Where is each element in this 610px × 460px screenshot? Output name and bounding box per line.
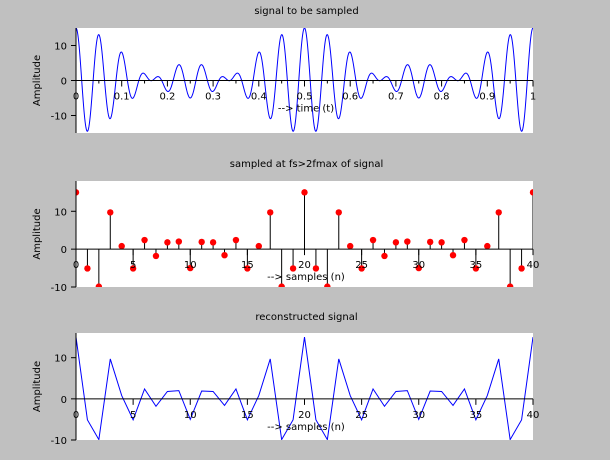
chart-title: reconstructed signal	[255, 312, 357, 323]
plot-area	[76, 333, 533, 440]
x-tick-label: 0.8	[434, 92, 450, 103]
sample-point	[152, 252, 160, 260]
x-tick-label: 0.3	[205, 92, 221, 103]
x-tick-label: 5	[130, 260, 136, 271]
x-tick-label: 0.9	[479, 92, 495, 103]
sample-point	[506, 283, 514, 287]
chart-title: signal to be sampled	[254, 6, 358, 17]
sample-point	[255, 242, 262, 250]
data-layer	[76, 337, 533, 440]
sample-point	[232, 236, 240, 244]
sample-point	[301, 189, 308, 196]
y-tick-label: 0	[61, 245, 67, 256]
x-tick-label: 0.2	[159, 92, 175, 103]
y-tick-label: 0	[61, 77, 67, 88]
sample-point	[415, 264, 422, 272]
sample-point	[518, 265, 525, 272]
sample-point	[347, 242, 354, 250]
sample-point	[472, 265, 480, 272]
sample-point	[198, 238, 205, 246]
x-tick-label: 10	[184, 410, 197, 421]
sample-point	[84, 265, 91, 272]
sample-point	[267, 209, 274, 216]
x-tick-label: 0	[73, 410, 79, 421]
sample-point	[312, 265, 320, 272]
y-tick-label: 0	[61, 395, 67, 406]
y-tick-label: 10	[54, 207, 67, 218]
x-tick-label: 30	[412, 260, 425, 271]
x-tick-label: 40	[527, 260, 540, 271]
chart-title: sampled at fs>2fmax of signal	[230, 159, 383, 170]
x-tick-label: 25	[355, 260, 368, 271]
y-axis-label: Amplitude	[32, 55, 43, 106]
sample-point	[358, 265, 365, 272]
x-tick-label: 35	[470, 260, 483, 271]
sample-point	[164, 239, 171, 246]
sample-point	[324, 283, 331, 287]
sample-point	[129, 265, 137, 272]
x-tick-label: 25	[355, 410, 368, 421]
x-tick-label: 0	[73, 92, 79, 103]
sample-point	[529, 189, 533, 196]
sample-point	[392, 239, 400, 246]
sample-point	[95, 283, 103, 287]
x-tick-label: 35	[470, 410, 483, 421]
x-tick-label: 30	[412, 410, 425, 421]
x-tick-label: 15	[241, 260, 254, 271]
sample-point	[175, 238, 183, 245]
y-tick-label: -10	[51, 436, 67, 447]
x-axis-label: --> time (t)	[278, 104, 334, 115]
y-tick-label: 10	[54, 354, 67, 365]
x-tick-label: 0.7	[388, 92, 404, 103]
sample-point	[278, 283, 285, 287]
x-tick-label: 0.4	[251, 92, 267, 103]
sample-point	[461, 236, 468, 244]
sample-point	[369, 236, 377, 244]
sample-point	[289, 265, 297, 272]
sample-point	[495, 209, 502, 216]
x-tick-label: 20	[298, 410, 311, 421]
x-tick-label: 0.5	[297, 92, 313, 103]
sample-point	[438, 239, 445, 246]
x-axis-label: --> samples (n)	[267, 422, 345, 433]
sample-point	[426, 238, 434, 246]
y-tick-label: -10	[51, 112, 67, 123]
x-tick-label: 0.6	[342, 92, 358, 103]
sample-point	[335, 209, 342, 216]
sample-point	[141, 236, 148, 244]
subplot-signal-to-be-sampled: 0 0.1 0.2 0.3 0.4 0.5 0.6 0.7 0.8 0.9 1 -10 0 10 signa…	[32, 6, 536, 133]
x-tick-label: 0.1	[114, 92, 130, 103]
x-tick-label: 0	[73, 260, 79, 271]
sample-point	[404, 238, 411, 245]
x-tick-label: 20	[298, 260, 311, 271]
x-axis-label: --> samples (n)	[267, 272, 345, 283]
x-tick-label: 15	[241, 410, 254, 421]
reconstructed-line	[76, 337, 533, 440]
sample-point	[381, 252, 388, 260]
sample-point	[244, 265, 251, 272]
x-tick-label: 40	[527, 410, 540, 421]
y-axis-label: Amplitude	[32, 361, 43, 412]
sample-point	[76, 189, 80, 196]
sample-point	[449, 252, 457, 259]
sample-point	[484, 242, 491, 250]
sample-point	[209, 239, 217, 246]
sample-point	[107, 209, 114, 216]
y-tick-label: -10	[51, 283, 67, 294]
sample-point	[187, 264, 194, 272]
subplot-reconstructed-signal: 0 5 10 15 20 25 30 35 40 -10 0 10 reconstructed sign…	[32, 312, 539, 447]
sample-point	[221, 252, 228, 259]
x-tick-label: 1	[530, 92, 536, 103]
x-tick-label: 10	[184, 260, 197, 271]
y-axis-label: Amplitude	[32, 208, 43, 259]
y-tick-label: 10	[54, 42, 67, 53]
x-tick-label: 5	[130, 410, 136, 421]
subplot-sampled-signal: 0 5 10 15 20 25 30 35 40 -10 0 10 sampled at fs>2fma…	[32, 159, 539, 294]
sample-point	[118, 242, 125, 250]
data-layer	[76, 189, 533, 287]
